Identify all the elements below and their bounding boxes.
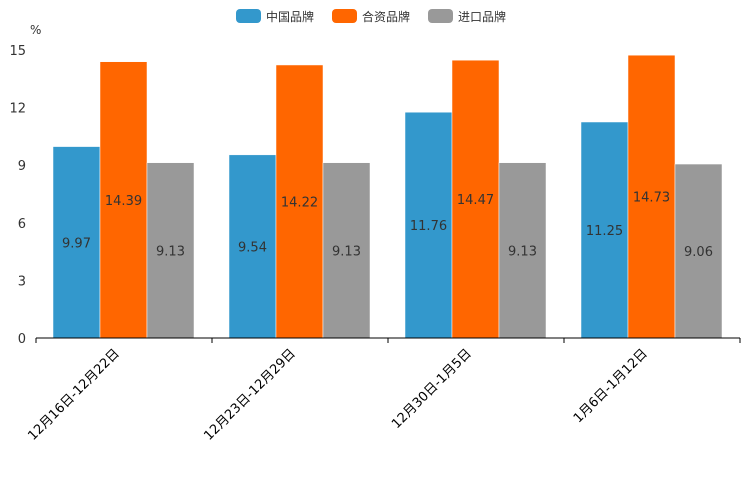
y-tick-label: 12 xyxy=(9,102,26,117)
data-label: 14.39 xyxy=(105,194,142,209)
x-tick-label: 1月6日-1月12日 xyxy=(571,346,651,426)
legend-swatch xyxy=(236,9,261,23)
data-label: 11.25 xyxy=(586,224,623,239)
legend-swatch xyxy=(428,9,453,23)
bar-2-3 xyxy=(451,59,500,339)
data-label: 11.76 xyxy=(410,219,447,234)
data-label: 14.47 xyxy=(457,193,494,208)
bar-1-4 xyxy=(580,121,629,339)
data-label: 14.73 xyxy=(633,191,670,206)
x-tick-label: 12月30日-1月5日 xyxy=(389,346,475,432)
y-tick-label: 15 xyxy=(9,44,26,59)
bar-1-3 xyxy=(404,111,453,339)
data-label: 9.13 xyxy=(156,244,185,259)
data-label: 9.13 xyxy=(508,244,537,259)
y-tick-label: 3 xyxy=(18,274,26,289)
y-axis-unit-label: % xyxy=(30,23,41,37)
y-tick-label: 0 xyxy=(18,332,26,347)
legend-swatch xyxy=(332,9,357,23)
data-label: 9.06 xyxy=(684,245,713,260)
data-label: 9.97 xyxy=(62,236,91,251)
legend: 中国品牌 合资品牌 进口品牌 xyxy=(236,9,506,24)
x-tick-label: 12月23日-12月29日 xyxy=(201,346,298,443)
bar-1-2 xyxy=(228,154,277,339)
bar-3-4 xyxy=(674,163,723,339)
bar-1-1 xyxy=(52,146,101,339)
x-axis: 12月16日-12月22日 12月23日-12月29日 12月30日-1月5日 1月6… xyxy=(25,337,741,444)
bars: 9.97 14.39 9.13 9.54 14.22 9.13 11.76 14.47 9.13… xyxy=(52,54,723,339)
data-label: 9.54 xyxy=(238,240,267,255)
data-label: 9.13 xyxy=(332,244,361,259)
y-tick-label: 9 xyxy=(18,159,26,174)
y-axis: 0 3 6 9 12 15 xyxy=(9,44,26,347)
legend-label: 进口品牌 xyxy=(458,10,506,24)
bar-3-2 xyxy=(322,162,371,339)
legend-label: 合资品牌 xyxy=(362,9,410,24)
y-tick-label: 6 xyxy=(18,217,26,232)
bar-2-2 xyxy=(275,64,324,339)
bar-2-1 xyxy=(99,61,148,339)
bar-3-1 xyxy=(146,162,195,339)
legend-label: 中国品牌 xyxy=(266,9,314,24)
data-label: 14.22 xyxy=(281,195,318,210)
x-tick-label: 12月16日-12月22日 xyxy=(25,346,122,443)
